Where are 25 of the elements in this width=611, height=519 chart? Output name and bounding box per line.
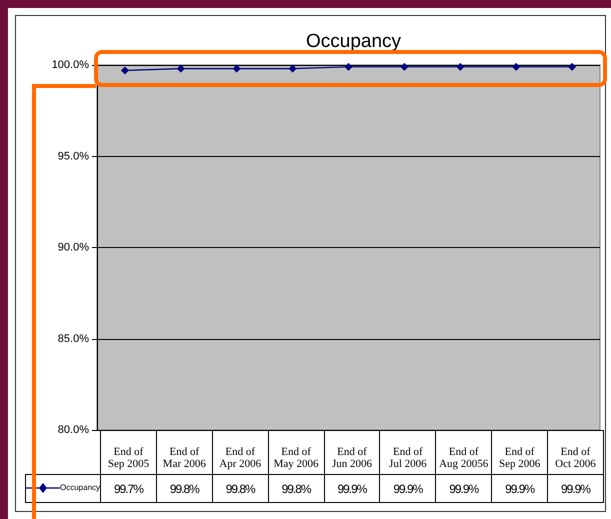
x-tick-label: End of Jun 2006	[330, 446, 373, 470]
x-tick-label: End of Oct 2006	[554, 446, 597, 470]
data-label: 99.8%	[212, 474, 268, 502]
data-label: 99.7%	[100, 474, 156, 502]
legend-label: Occupancy	[60, 483, 100, 492]
data-label: 99.9%	[436, 474, 492, 502]
data-label: 99.8%	[268, 474, 324, 502]
x-tick-label: End of May 2006	[272, 446, 320, 470]
x-tick-label: End of Aug 20056	[438, 446, 490, 470]
x-tick-label: End of Mar 2006	[162, 446, 207, 470]
data-label: 99.9%	[380, 474, 436, 502]
x-tick-label: End of Sep 2006	[498, 446, 542, 470]
data-label: 99.9%	[548, 474, 604, 502]
y-tick-label: 85.0%	[58, 332, 90, 345]
chart-title: Occupancy	[306, 31, 402, 52]
data-label: 99.9%	[324, 474, 380, 502]
y-tick-label: 100.0%	[52, 59, 90, 71]
x-tick-label: End of Apr 2006	[218, 446, 262, 470]
y-tick-label: 95.0%	[58, 150, 90, 162]
x-tick-label: End of Sep 2005	[106, 446, 150, 470]
data-label: 99.9%	[492, 474, 548, 502]
y-tick-label: 90.0%	[58, 242, 90, 254]
y-tick-label: 80.0%	[58, 424, 90, 436]
data-label: 99.8%	[156, 474, 212, 502]
x-tick-label: End of Jul 2006	[388, 446, 428, 470]
